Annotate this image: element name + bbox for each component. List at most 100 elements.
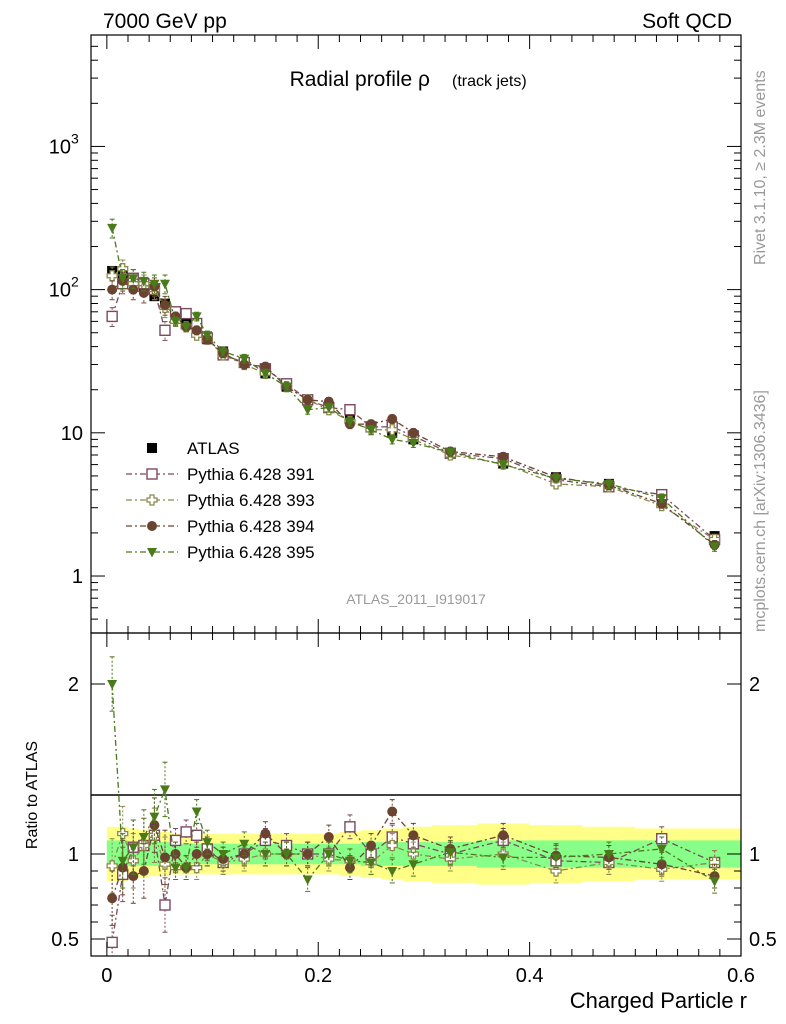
x-axis-label: Charged Particle r [570, 988, 747, 1013]
data-point [149, 279, 160, 290]
data-point [191, 312, 202, 322]
data-point [281, 382, 292, 393]
ratio-data-point [408, 830, 419, 841]
y-tick-label-exponent: 2 [71, 274, 79, 290]
series-line [111, 277, 715, 540]
ratio-data-point [191, 807, 202, 817]
ratio-data-point [170, 863, 181, 874]
data-point [128, 284, 139, 295]
ratio-data-point [387, 806, 398, 817]
ratio-series-layer [106, 656, 721, 957]
ratio-y-tick-label: 1 [68, 844, 79, 866]
ratio-data-point [323, 832, 334, 842]
y-tick-label: 10 [49, 280, 71, 302]
data-point [202, 331, 213, 341]
data-point [366, 425, 377, 436]
data-point [106, 310, 118, 323]
data-point [170, 317, 181, 327]
data-point [191, 325, 202, 336]
data-point [302, 405, 313, 416]
ratio-data-point [323, 850, 334, 860]
data-point [387, 413, 398, 424]
data-point [239, 354, 250, 365]
data-point [149, 291, 160, 302]
ratio-data-point [260, 850, 271, 860]
legend-marker [146, 468, 158, 480]
ratio-data-point [366, 858, 377, 868]
data-point [128, 274, 139, 284]
chart-title-sub: (track jets) [452, 73, 527, 90]
ratio-y-tick-label: 0.5 [51, 929, 79, 951]
ratio-data-point [387, 867, 398, 877]
ratio-data-point [159, 899, 171, 911]
y-tick-label-exponent: 3 [71, 130, 79, 146]
ratio-data-point [149, 812, 160, 823]
y-tick-label: 10 [49, 136, 71, 158]
ratio-series-line [111, 810, 715, 899]
data-point [159, 279, 170, 290]
ratio-series-pythia-6-428-395 [107, 656, 720, 894]
ratio-data-point [260, 828, 271, 839]
ratio-data-point [106, 936, 118, 949]
data-point [344, 417, 355, 427]
x-tick-label: 0 [101, 965, 112, 987]
ratio-data-point [128, 843, 139, 853]
ratio-axis-ticks: 0.5 0.5 1 1 2 2 0 0.2 0.4 0.6 [51, 633, 777, 987]
ratio-data-point [656, 859, 667, 870]
data-point [117, 263, 129, 275]
legend-label: Pythia 6.428 393 [187, 491, 315, 510]
ratio-data-point [281, 850, 292, 860]
data-point [709, 542, 720, 553]
data-point [138, 276, 149, 287]
legend-marker [147, 521, 157, 531]
data-point [408, 438, 419, 449]
ratio-data-point [159, 852, 170, 863]
data-point [498, 460, 509, 471]
data-point [159, 324, 171, 336]
ratio-data-point [169, 834, 182, 847]
ratio-data-point [218, 850, 229, 860]
ratio-data-point [551, 853, 562, 863]
data-point [239, 359, 250, 370]
data-point [181, 322, 192, 333]
data-point [551, 474, 562, 484]
legend-item: Pythia 6.428 391 [126, 465, 315, 484]
y-tick-label: 1 [72, 566, 83, 588]
x-tick-label: 0.6 [727, 965, 755, 987]
legend-marker [146, 494, 158, 506]
header-right: Soft QCD [642, 10, 732, 33]
ratio-data-point [408, 860, 419, 870]
ratio-ylabel: Ratio to ATLAS [24, 741, 41, 849]
legend-item: Pythia 6.428 395 [126, 543, 315, 562]
main-series-layer [106, 218, 721, 553]
ratio-data-point [445, 848, 456, 858]
ratio-data-point [159, 785, 170, 795]
data-point [408, 427, 419, 438]
legend-label: Pythia 6.428 395 [187, 543, 315, 562]
ratio-data-point [107, 680, 118, 690]
legend-marker [147, 443, 157, 453]
ratio-data-point [180, 826, 192, 838]
data-point [159, 300, 170, 311]
legend: ATLAS Pythia 6.428 391 Pythia 6.428 393 Pyt… [126, 439, 315, 562]
ratio-data-point [344, 821, 356, 833]
ratio-data-point [386, 839, 398, 852]
ratio-data-point [302, 875, 313, 885]
ratio-data-point [191, 849, 202, 859]
data-point [218, 347, 229, 357]
ratio-y-tick-label-right: 2 [749, 674, 760, 696]
data-point [180, 307, 192, 320]
ratio-panel: 0.5 0.5 1 1 2 2 0 0.2 0.4 0.6 Ratio to ATLAS Char… [24, 632, 777, 1013]
data-point [260, 369, 271, 379]
ratio-y-tick-label-right: 0.5 [749, 929, 777, 951]
ratio-data-point [202, 838, 213, 848]
ratio-series-line [111, 683, 715, 882]
ratio-data-point [239, 849, 250, 859]
ratio-data-point [708, 856, 721, 869]
chart-title: Radial profile ρ [290, 68, 430, 91]
data-point [107, 284, 118, 295]
ratio-data-point [138, 833, 149, 843]
